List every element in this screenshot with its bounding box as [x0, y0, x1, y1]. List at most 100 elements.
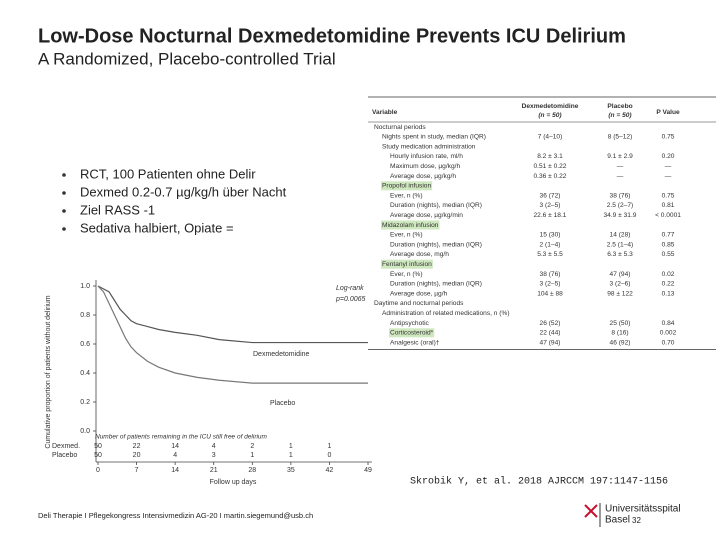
- risk-count: 3: [212, 452, 216, 459]
- risk-count: 14: [171, 443, 179, 450]
- risk-count: 4: [173, 452, 177, 459]
- table-cell: < 0.0001: [655, 212, 681, 219]
- row-label: Fentanyl infusion: [382, 261, 432, 268]
- y-tick-label: 0.8: [80, 312, 90, 319]
- row-label: Average dose, mg/h: [390, 251, 449, 258]
- table-cell: 0.75: [662, 192, 675, 199]
- table-cell: 22.6 ± 18.1: [534, 212, 567, 219]
- row-label: Duration (nights), median (IQR): [390, 241, 482, 248]
- curve-label: Placebo: [270, 400, 295, 407]
- table-cell: 22 (44): [540, 330, 561, 337]
- table-cell: 9.1 ± 2.9: [607, 153, 633, 160]
- table-cell: 5.3 ± 5.5: [537, 251, 563, 258]
- risk-count: 4: [212, 443, 216, 450]
- bullet-dot: [62, 227, 66, 231]
- table-cell: 0.84: [662, 320, 675, 327]
- table-cell: 38 (76): [610, 192, 631, 199]
- survival-curve: [97, 285, 368, 384]
- table-cell: 2.5 (1–4): [607, 241, 633, 248]
- x-tick-label: 14: [171, 467, 179, 474]
- logrank-label: p=0.0065: [335, 296, 365, 303]
- row-label: Average dose, µg/kg/h: [390, 173, 456, 180]
- table-cell: 38 (76): [540, 271, 561, 278]
- column-header: Variable: [372, 109, 398, 116]
- column-subheader: (n = 50): [608, 112, 631, 119]
- row-label: Ever, n (%): [390, 232, 423, 239]
- table-cell: 26 (52): [540, 320, 561, 327]
- curve-label: Dexmedetomidine: [253, 351, 310, 358]
- risk-count: 1: [250, 452, 254, 459]
- table-cell: 8 (16): [611, 330, 628, 337]
- table-cell: 7 (4–10): [538, 134, 563, 141]
- table-cell: —: [617, 173, 624, 180]
- bullet-text: Sedativa halbiert, Opiate =: [80, 220, 234, 235]
- x-tick-label: 7: [135, 467, 139, 474]
- x-tick-label: 0: [96, 467, 100, 474]
- footer-text: Deli Therapie I Pflegekongress Intensivm…: [38, 511, 313, 520]
- table-cell: 3 (2–6): [610, 281, 631, 288]
- risk-count: 1: [327, 443, 331, 450]
- table-cell: 0.70: [662, 339, 675, 346]
- row-label: Duration (nights), median (IQR): [390, 202, 482, 209]
- table-cell: 8 (5–12): [608, 134, 633, 141]
- table-cell: 47 (94): [610, 271, 631, 278]
- x-axis-label: Follow up days: [210, 479, 257, 486]
- table-cell: 0.85: [662, 241, 675, 248]
- table-cell: 25 (50): [610, 320, 631, 327]
- table-cell: 6.3 ± 5.3: [607, 251, 633, 258]
- column-header: Dexmedetomidine: [522, 103, 579, 110]
- y-tick-label: 0.4: [80, 370, 90, 377]
- risk-count: 22: [133, 443, 141, 450]
- bullet-dot: [62, 173, 66, 177]
- row-label: Average dose, µg/h: [390, 290, 448, 297]
- row-label: Nights spent in study, median (IQR): [382, 134, 486, 141]
- table-cell: 0.55: [662, 251, 675, 258]
- risk-count: 0: [327, 452, 331, 459]
- risk-row-label: Placebo: [52, 452, 77, 459]
- table-cell: 3 (2–5): [540, 202, 561, 209]
- table-cell: 3 (2–5): [540, 281, 561, 288]
- title: Low-Dose Nocturnal Dexmedetomidine Preve…: [38, 25, 626, 47]
- x-tick-label: 28: [248, 467, 256, 474]
- row-label: Nocturnal periods: [374, 124, 426, 131]
- y-tick-label: 0.6: [80, 341, 90, 348]
- row-label: Maximum dose, µg/kg/h: [390, 163, 460, 170]
- column-header: Placebo: [607, 103, 632, 110]
- row-label: Ever, n (%): [390, 271, 423, 278]
- y-tick-label: 0.0: [80, 428, 90, 435]
- y-tick-label: 0.2: [80, 399, 90, 406]
- bullet-text: RCT, 100 Patienten ohne Delir: [80, 166, 256, 181]
- risk-count: 20: [133, 452, 141, 459]
- table-cell: 98 ± 122: [607, 290, 633, 297]
- x-tick-label: 21: [210, 467, 218, 474]
- row-label: Propofol infusion: [382, 183, 431, 190]
- table-cell: 0.51 ± 0.22: [534, 163, 567, 170]
- table-cell: 0.81: [662, 202, 675, 209]
- survival-curve: [97, 285, 368, 344]
- row-label: Analgesic (oral)†: [390, 339, 440, 346]
- table-cell: 0.20: [662, 153, 675, 160]
- row-label: Administration of related medications, n…: [382, 310, 510, 317]
- logo-text: Basel: [605, 515, 630, 526]
- row-label: Ever, n (%): [390, 192, 423, 199]
- y-tick-label: 1.0: [80, 283, 90, 290]
- risk-count: 2: [250, 443, 254, 450]
- table-cell: 0.02: [662, 271, 675, 278]
- table-cell: 0.002: [660, 330, 677, 337]
- logo-text: Universitätsspital: [605, 504, 681, 515]
- table-cell: 104 ± 88: [537, 290, 563, 297]
- risk-count: 50: [94, 443, 102, 450]
- risk-count: 1: [289, 452, 293, 459]
- subtitle: A Randomized, Placebo-controlled Trial: [38, 49, 336, 68]
- column-subheader: (n = 50): [538, 112, 561, 119]
- bullet-dot: [62, 191, 66, 195]
- row-label: Average dose, µg/kg/min: [390, 212, 463, 219]
- risk-count: 50: [94, 452, 102, 459]
- row-label: Duration (nights), median (IQR): [390, 281, 482, 288]
- table-cell: —: [665, 163, 672, 170]
- logo-icon: [584, 503, 601, 527]
- page-number: 32: [632, 516, 641, 525]
- table-cell: 34.9 ± 31.9: [604, 212, 637, 219]
